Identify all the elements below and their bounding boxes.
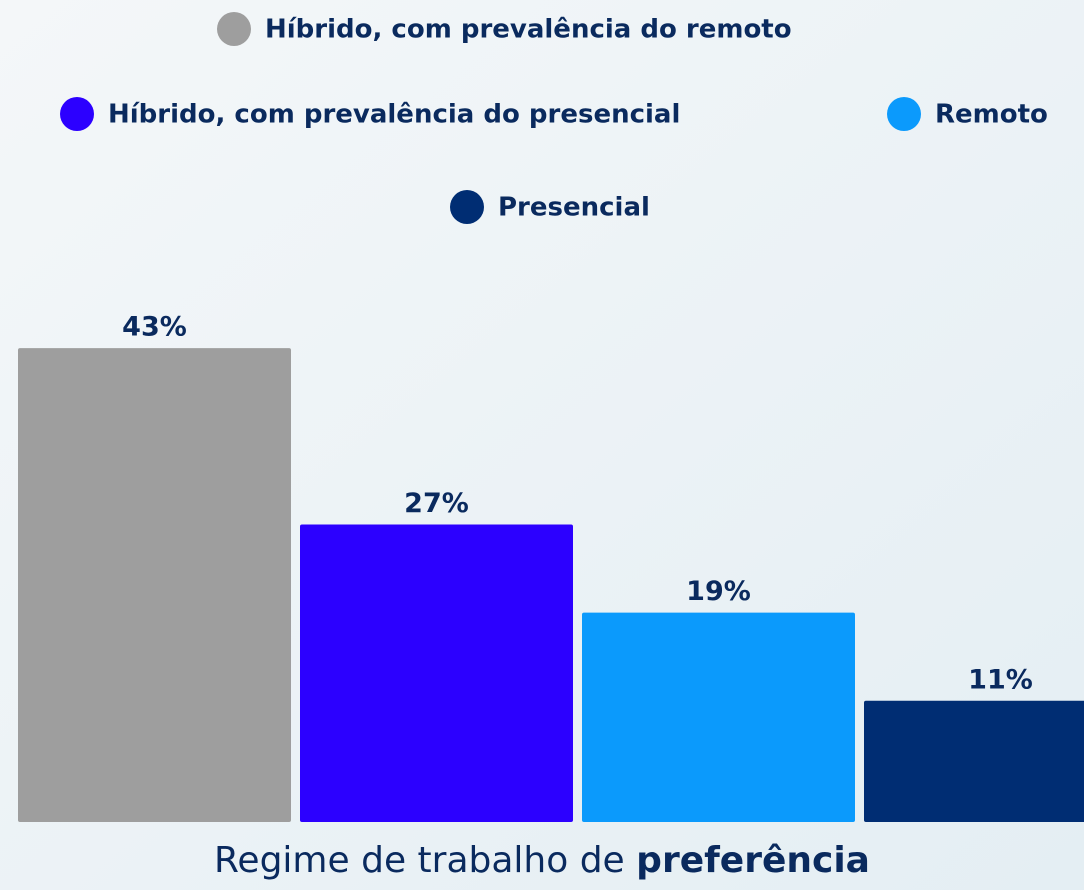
value-label: 19%	[686, 576, 751, 607]
bar	[18, 348, 291, 822]
legend-marker	[60, 97, 94, 131]
title-emphasis: preferência	[636, 840, 870, 881]
legend-label: Remoto	[935, 100, 1048, 130]
legend-marker	[887, 97, 921, 131]
legend-label: Presencial	[498, 193, 650, 223]
title-text: Regime de trabalho de	[214, 840, 625, 881]
legend-label: Híbrido, com prevalência do presencial	[108, 100, 680, 130]
legend-label: Híbrido, com prevalência do remoto	[265, 15, 792, 45]
value-label: 11%	[968, 664, 1033, 695]
bar	[582, 612, 855, 822]
bar	[300, 524, 573, 822]
value-label: 27%	[404, 488, 469, 519]
legend-marker	[450, 190, 484, 224]
value-label: 43%	[122, 312, 187, 343]
bar	[864, 700, 1084, 822]
legend-marker	[217, 12, 251, 46]
chart-title: Regime de trabalho de preferência	[214, 840, 870, 881]
